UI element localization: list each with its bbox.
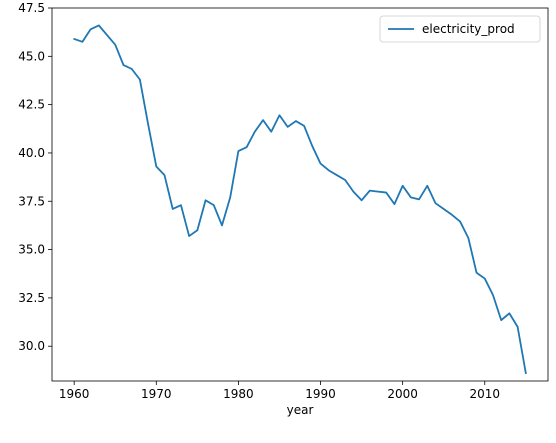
- x-tick-label: 1960: [59, 387, 90, 401]
- axes-frame: [51, 7, 549, 382]
- x-tick-label: 2000: [387, 387, 418, 401]
- plot-area-border: [51, 7, 549, 382]
- y-tick-label: 30.0: [18, 339, 45, 353]
- legend: electricity_prod: [379, 15, 541, 43]
- x-axis-label: year: [287, 403, 314, 417]
- x-tick-label: 2010: [469, 387, 500, 401]
- y-tick-label: 47.5: [18, 1, 45, 15]
- y-tick-label: 45.0: [18, 49, 45, 63]
- legend-label-electricity-prod: electricity_prod: [422, 22, 515, 36]
- y-tick-label: 42.5: [18, 98, 45, 112]
- y-tick-label: 32.5: [18, 291, 45, 305]
- y-axis-ticks: 30.0 32.5 35.0 37.5 40.0 42.5 45.0 47.5: [18, 1, 52, 353]
- x-tick-label: 1970: [141, 387, 172, 401]
- y-tick-label: 37.5: [18, 194, 45, 208]
- x-axis-ticks: 1960 1970 1980 1990 2000 2010: [59, 381, 500, 401]
- series-line-electricity-prod: [73, 24, 527, 375]
- y-tick-label: 40.0: [18, 146, 45, 160]
- x-tick-label: 1980: [223, 387, 254, 401]
- x-tick-label: 1990: [305, 387, 336, 401]
- legend-box: [379, 15, 541, 43]
- series-layer: [73, 24, 527, 375]
- y-tick-label: 35.0: [18, 243, 45, 257]
